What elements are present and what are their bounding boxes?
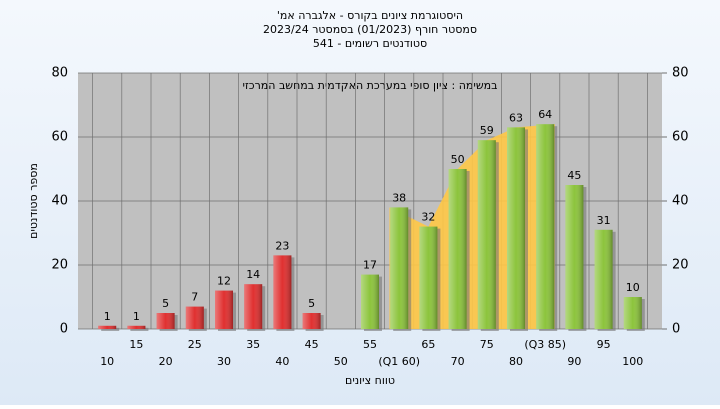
value-label: 63 — [509, 111, 523, 124]
annotation: במשימה : ציון סופי במערכת האקדמית במחשב … — [243, 79, 498, 92]
chart-title: היסטוגרמת ציונים בקורס - אלגברה אמ' — [277, 9, 463, 22]
value-label: 17 — [363, 259, 377, 272]
x-tick-label: 35 — [246, 338, 260, 351]
bar-shading — [156, 313, 175, 329]
value-label: 5 — [308, 297, 315, 310]
bar-shading — [215, 290, 233, 329]
bar-shading — [623, 297, 642, 329]
bar-shadow — [130, 327, 149, 331]
y-tick-label: 20 — [51, 258, 68, 273]
x-tick-label: 45 — [305, 338, 319, 351]
y-axis-label: מספר סטודנטים — [27, 163, 40, 239]
x-tick-label: 20 — [159, 355, 173, 368]
value-label: 7 — [191, 291, 198, 304]
bar-shading — [507, 127, 525, 330]
value-label: 38 — [392, 191, 406, 204]
x-tick-label: 10 — [100, 355, 114, 368]
value-label: 5 — [162, 297, 169, 310]
value-label: 12 — [217, 275, 231, 288]
x-tick-label: 15 — [129, 338, 143, 351]
bar-shading — [244, 284, 263, 329]
value-label: 1 — [104, 310, 111, 323]
x-tick-label: 30 — [217, 355, 231, 368]
y-tick-label: 0 — [60, 322, 68, 337]
bar-shading — [302, 313, 321, 329]
y2-tick-label: 60 — [672, 130, 689, 145]
x-tick-label: 95 — [597, 338, 611, 351]
bar-shading — [448, 169, 467, 329]
value-label: 1 — [133, 310, 140, 323]
bar-shading — [565, 185, 584, 329]
bar-shading — [361, 274, 379, 329]
y-tick-label: 80 — [51, 66, 68, 81]
value-label: 14 — [246, 268, 260, 281]
value-label: 59 — [480, 124, 494, 137]
bar-shading — [536, 124, 555, 329]
bar-shading — [477, 140, 496, 329]
x-tick-label: 55 — [363, 338, 377, 351]
x-tick-label: 70 — [451, 355, 465, 368]
value-label: 64 — [538, 108, 552, 121]
x-tick-label: 50 — [334, 355, 348, 368]
chart-subtitle: סמסטר חורף (01/2023) בסמסטר 2023/24 — [263, 23, 477, 36]
bar-shading — [127, 325, 146, 329]
bar-shading — [390, 207, 409, 329]
value-label: 45 — [567, 169, 581, 182]
y2-tick-label: 20 — [672, 258, 689, 273]
x-tick-label: 80 — [509, 355, 523, 368]
value-label: 31 — [597, 214, 611, 227]
bar-shading — [419, 226, 438, 329]
x-tick-label: 65 — [421, 338, 435, 351]
x-tick-label: 100 — [622, 355, 643, 368]
value-label: 10 — [626, 281, 640, 294]
y2-tick-label: 80 — [672, 66, 689, 81]
y-tick-label: 60 — [51, 130, 68, 145]
x-tick-label: (Q3 85) — [524, 338, 566, 351]
bar-shading — [185, 306, 204, 329]
x-tick-label: (Q1 60) — [378, 355, 420, 368]
value-label: 32 — [421, 211, 435, 224]
bar-shading — [98, 325, 117, 329]
bar-shading — [273, 255, 292, 329]
bar-shading — [594, 229, 613, 329]
x-tick-label: 40 — [275, 355, 289, 368]
y-tick-label: 40 — [51, 194, 68, 209]
x-tick-label: 25 — [188, 338, 202, 351]
x-tick-label: 75 — [480, 338, 494, 351]
y2-tick-label: 40 — [672, 194, 689, 209]
x-axis-label: טווח ציונים — [345, 374, 395, 387]
value-label: 23 — [275, 239, 289, 252]
chart-subtitle: סטודנטים רשומים - 541 — [313, 37, 427, 50]
y2-tick-label: 0 — [672, 322, 680, 337]
x-tick-label: 90 — [567, 355, 581, 368]
value-label: 50 — [451, 153, 465, 166]
bar-shadow — [101, 327, 120, 331]
